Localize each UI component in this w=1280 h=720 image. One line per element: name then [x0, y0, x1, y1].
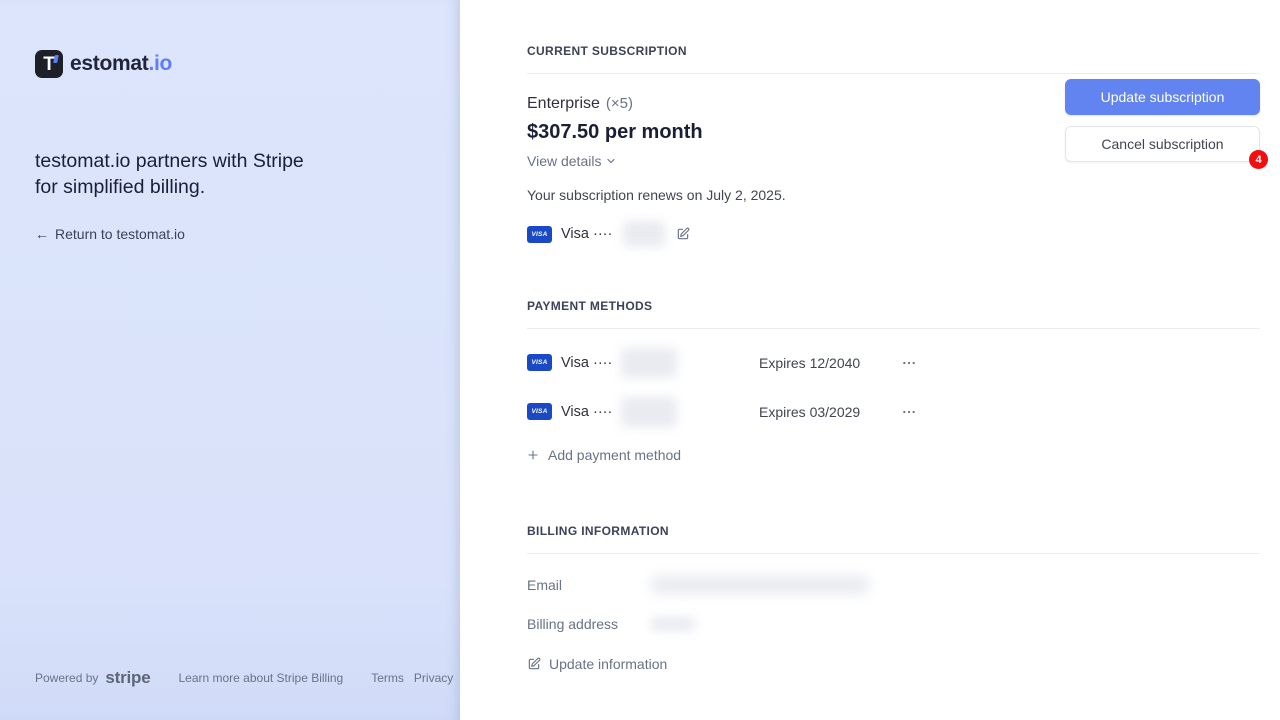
privacy-link[interactable]: Privacy [413, 671, 454, 685]
return-to-merchant-link[interactable]: ← Return to testomat.io [35, 226, 185, 242]
terms-link[interactable]: Terms [371, 671, 404, 685]
update-information-label: Update information [549, 656, 668, 672]
plus-icon [528, 450, 538, 460]
card-brand-label: Visa ···· [561, 226, 612, 242]
card-overflow-menu-button[interactable] [899, 353, 919, 373]
chevron-down-icon [607, 158, 616, 164]
edit-pencil-icon [528, 657, 541, 670]
powered-by-label: Powered by [35, 671, 99, 685]
visa-badge-text: VISA [531, 408, 548, 415]
testomat-logo[interactable]: T estomat.io [35, 50, 425, 78]
plan-quantity: (×5) [605, 95, 634, 112]
card-brand: Visa [561, 354, 589, 371]
payment-method-row: VISA Visa ···· Expires 12/2040 [527, 341, 919, 384]
email-value-redacted [650, 576, 870, 594]
address-value-redacted [650, 617, 696, 631]
update-subscription-button[interactable]: Update subscription [1065, 79, 1260, 115]
billing-address-row: Billing address [527, 616, 1260, 632]
logo-suffix: .io [148, 52, 173, 75]
card-last4-redacted [621, 347, 678, 378]
card-dots: ···· [592, 226, 613, 242]
add-payment-method-label: Add payment method [548, 447, 682, 463]
payment-method-row: VISA Visa ···· Expires 03/2029 [527, 390, 919, 433]
payment-card-info: VISA Visa ···· [527, 347, 759, 378]
edit-card-button[interactable] [674, 225, 692, 243]
billing-portal-main: CURRENT SUBSCRIPTION Enterprise (×5) $30… [460, 0, 1280, 720]
card-expiry: Expires 03/2029 [759, 403, 861, 420]
renewal-text: Your subscription renews on July 2, 2025… [527, 187, 786, 203]
sidebar-headline: testomat.io partners with Stripe for sim… [35, 150, 304, 198]
card-brand-label: Visa ···· [561, 355, 612, 371]
card-dots: ···· [592, 354, 613, 371]
update-information-button[interactable]: Update information [527, 656, 667, 672]
ellipsis-icon [903, 410, 915, 413]
card-expiry: Expires 12/2040 [759, 354, 861, 371]
plan-name: Enterprise [527, 95, 600, 112]
plan-price: $307.50 per month [527, 121, 703, 143]
section-title: CURRENT SUBSCRIPTION [527, 44, 687, 58]
visa-card-icon: VISA [527, 354, 552, 371]
visa-card-icon: VISA [527, 225, 552, 243]
payment-methods-section: PAYMENT METHODS VISA Visa ···· Expires 1… [527, 299, 1260, 466]
logo-accent [53, 55, 59, 63]
billing-email-row: Email [527, 576, 1260, 594]
notification-count-badge: 4 [1249, 150, 1268, 169]
logo-wordmark: estomat.io [70, 52, 172, 76]
billing-information-section: BILLING INFORMATION Email Billing addres… [527, 524, 1260, 676]
view-details-toggle[interactable]: View details [527, 153, 617, 169]
arrow-left-icon: ← [35, 226, 49, 242]
visa-card-icon: VISA [527, 403, 552, 420]
sidebar: T estomat.io testomat.io partners with S… [0, 0, 460, 720]
plan-details: Enterprise (×5) $307.50 per month View d… [527, 74, 786, 247]
card-dots: ···· [592, 403, 613, 420]
card-brand: Visa [561, 226, 589, 242]
current-subscription-heading: CURRENT SUBSCRIPTION [527, 44, 1260, 74]
view-details-label: View details [527, 153, 602, 169]
stripe-logo[interactable]: stripe [105, 668, 151, 687]
ellipsis-icon [903, 361, 915, 364]
sidebar-footer: Powered by stripe Learn more about Strip… [35, 668, 453, 688]
subscription-payment-card: VISA Visa ···· [527, 221, 786, 247]
billing-information-heading: BILLING INFORMATION [527, 524, 1260, 554]
testomat-logo-icon: T [35, 50, 63, 78]
section-title: PAYMENT METHODS [527, 299, 653, 313]
payment-methods-heading: PAYMENT METHODS [527, 299, 1260, 329]
card-last4-redacted [621, 396, 678, 427]
current-subscription-section: CURRENT SUBSCRIPTION Enterprise (×5) $30… [527, 44, 1268, 247]
card-overflow-menu-button[interactable] [899, 402, 919, 422]
card-brand-label: Visa ···· [561, 404, 612, 420]
card-last4-redacted [623, 221, 666, 247]
logo-letter: T [43, 53, 55, 75]
visa-badge-text: VISA [531, 359, 548, 366]
subscription-actions: Update subscription Cancel subscription … [1065, 79, 1268, 169]
cancel-subscription-button[interactable]: Cancel subscription [1065, 126, 1260, 162]
add-payment-method-button[interactable]: Add payment method [527, 447, 681, 463]
billing-address-label: Billing address [527, 616, 619, 632]
edit-pencil-icon [678, 227, 690, 240]
return-link-label: Return to testomat.io [55, 226, 185, 242]
logo-name: estomat [70, 52, 149, 75]
email-label: Email [527, 577, 563, 593]
payment-card-info: VISA Visa ···· [527, 396, 759, 427]
learn-more-link[interactable]: Learn more about Stripe Billing [178, 671, 344, 685]
section-title: BILLING INFORMATION [527, 524, 669, 538]
visa-badge-text: VISA [531, 230, 548, 238]
payment-methods-list: VISA Visa ···· Expires 12/2040 VISA Visa… [527, 329, 1260, 466]
card-brand: Visa [561, 403, 589, 420]
